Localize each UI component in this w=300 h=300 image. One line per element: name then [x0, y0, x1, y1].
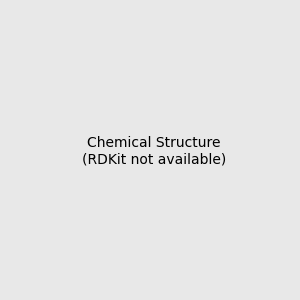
- Text: Chemical Structure
(RDKit not available): Chemical Structure (RDKit not available): [82, 136, 226, 166]
